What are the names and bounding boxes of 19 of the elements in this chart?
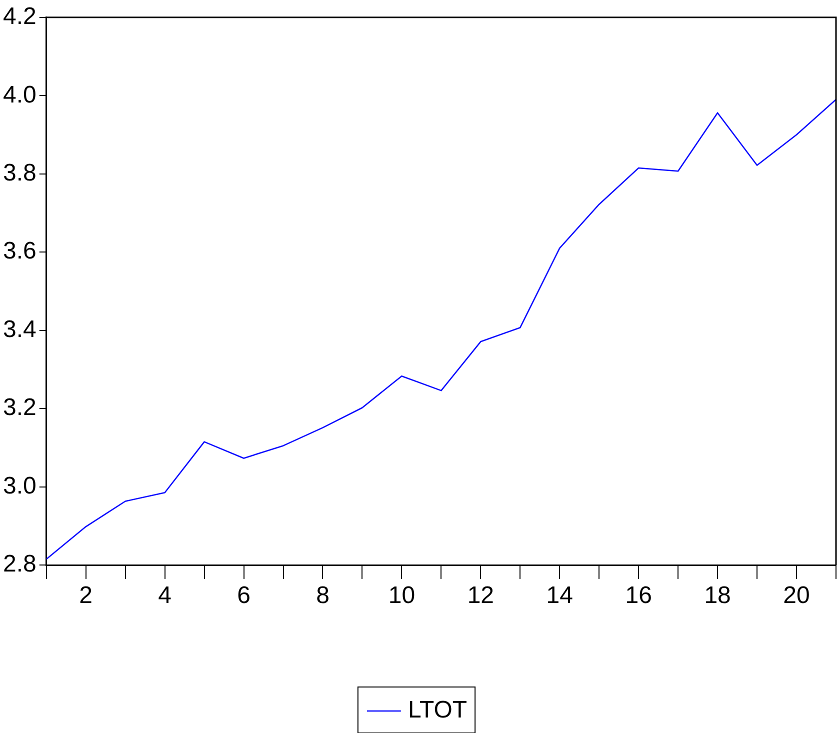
- x-tick-label: 4: [158, 582, 172, 610]
- x-tick-label: 16: [625, 582, 652, 610]
- x-tick-label: 12: [467, 582, 494, 610]
- x-tick-label: 20: [783, 582, 810, 610]
- y-tick-label: 3.6: [2, 238, 36, 265]
- y-tick-label: 4.2: [2, 3, 36, 30]
- x-tick-label: 18: [704, 582, 731, 610]
- y-tick-label: 2.8: [2, 550, 36, 578]
- y-tick-label: 3.0: [2, 472, 36, 500]
- x-tick-label: 8: [316, 582, 330, 610]
- legend-label: LTOT: [408, 696, 468, 724]
- y-tick-label: 3.4: [2, 316, 36, 343]
- x-tick-label: 2: [79, 582, 93, 610]
- y-tick-label: 4.0: [2, 81, 36, 108]
- x-tick-label: 6: [237, 582, 250, 610]
- y-tick-label: 3.2: [2, 394, 36, 422]
- y-tick-label: 3.8: [2, 159, 36, 186]
- x-tick-label: 14: [546, 582, 573, 610]
- x-tick-label: 10: [388, 582, 416, 610]
